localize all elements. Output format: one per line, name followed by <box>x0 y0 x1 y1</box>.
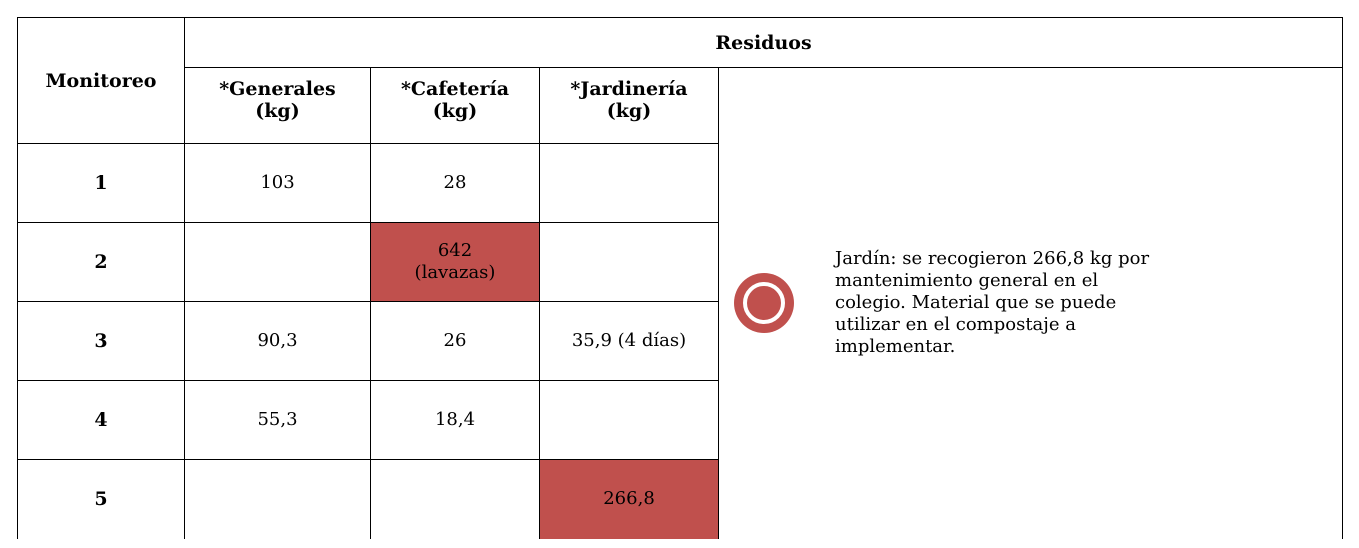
data-row: 4 55,3 18,4 <box>17 380 1343 460</box>
column-header: *Jardinería (kg) <box>539 67 719 144</box>
data-row: 2 642 (lavazas) <box>17 222 1343 302</box>
data-cell <box>370 459 540 539</box>
header-row: Monitoreo Residuos <box>17 17 1344 144</box>
circle-icon <box>734 273 794 334</box>
data-cell: 18,4 <box>370 380 540 460</box>
data-cell: 642 (lavazas) <box>370 222 540 302</box>
group-header: Residuos <box>183 17 1344 68</box>
data-row: 5 266,8 <box>17 459 1343 539</box>
row-label: 2 <box>17 222 185 302</box>
row-header: Monitoreo <box>17 17 185 144</box>
note-cell: Jardín: se recogieron 266,8 kg por mante… <box>717 67 1344 539</box>
table-wrap: Monitoreo Residuos *Generales (kg) *Cafet… <box>17 17 1344 539</box>
data-cell <box>184 459 371 539</box>
column-header-row: *Generales (kg) *Cafetería (kg) *Jardinerí… <box>18 67 1344 539</box>
row-label: 4 <box>17 380 185 460</box>
data-cell: 55,3 <box>184 380 371 460</box>
data-cell <box>539 143 719 223</box>
row-label: 1 <box>17 143 185 223</box>
data-cell: 266,8 <box>539 459 719 539</box>
note-box: Jardín: se recogieron 266,8 kg por mante… <box>719 248 1342 358</box>
column-header: *Cafetería (kg) <box>370 67 540 144</box>
row-label: 3 <box>17 301 185 381</box>
data-cell: 26 <box>370 301 540 381</box>
table-body: Monitoreo Residuos *Generales (kg) *Cafet… <box>17 17 1344 539</box>
data-row: 3 90,3 26 35,9 (4 días) <box>17 301 1343 381</box>
data-row: 1 103 28 <box>17 143 1343 223</box>
data-cell: 103 <box>184 143 371 223</box>
data-cell <box>539 380 719 460</box>
column-header: *Generales (kg) <box>184 67 371 144</box>
data-cell <box>539 222 719 302</box>
note-text: Jardín: se recogieron 266,8 kg por mante… <box>835 248 1150 358</box>
data-cell: 28 <box>370 143 540 223</box>
data-cell: 35,9 (4 días) <box>539 301 719 381</box>
data-cell <box>184 222 371 302</box>
data-cell: 90,3 <box>184 301 371 381</box>
row-label: 5 <box>17 459 185 539</box>
waste-table: Monitoreo Residuos *Generales (kg) *Cafet… <box>17 17 1344 539</box>
